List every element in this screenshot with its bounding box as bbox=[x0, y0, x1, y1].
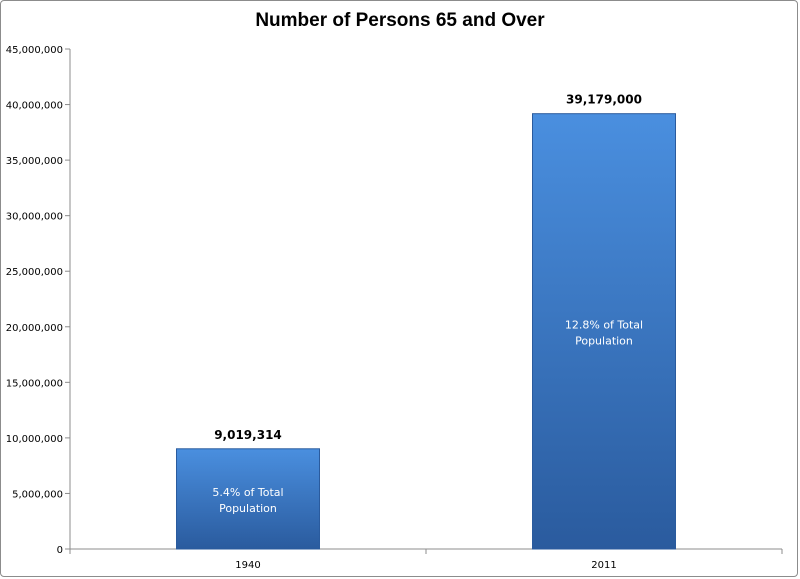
y-tick-label: 40,000,000 bbox=[6, 101, 63, 112]
bar-2011 bbox=[532, 113, 676, 550]
y-tick-label: 45,000,000 bbox=[6, 45, 63, 56]
y-tick-label: 10,000,000 bbox=[6, 434, 63, 445]
y-tick-label: 35,000,000 bbox=[6, 156, 63, 167]
bar-annotation-1940: 5.4% of Total bbox=[212, 486, 283, 499]
bar-1940 bbox=[176, 448, 320, 550]
y-axis-ticks: 0 5,000,000 10,000,000 15,000,000 20,000,000… bbox=[6, 45, 70, 556]
y-tick-label: 30,000,000 bbox=[6, 212, 63, 223]
y-tick-label: 25,000,000 bbox=[6, 267, 63, 278]
x-tick-label: 2011 bbox=[591, 560, 616, 571]
y-tick-label: 15,000,000 bbox=[6, 378, 63, 389]
y-tick-label: 20,000,000 bbox=[6, 323, 63, 334]
x-tick-label: 1940 bbox=[235, 560, 260, 571]
bar-annotation-1940: Population bbox=[219, 502, 277, 515]
y-tick-label: 0 bbox=[57, 545, 63, 556]
chart-title: Number of Persons 65 and Over bbox=[255, 10, 545, 31]
bar-annotation-2011: 12.8% of Total bbox=[565, 318, 643, 331]
x-axis-ticks: 1940 2011 bbox=[69, 549, 783, 571]
bars bbox=[176, 113, 676, 550]
data-label-1940: 9,019,314 bbox=[214, 428, 282, 442]
data-labels: 9,019,314 5.4% of Total Population 39,179,0… bbox=[212, 93, 643, 515]
y-tick-label: 5,000,000 bbox=[12, 489, 63, 500]
data-label-2011: 39,179,000 bbox=[566, 93, 642, 107]
bar-annotation-2011: Population bbox=[575, 334, 633, 347]
